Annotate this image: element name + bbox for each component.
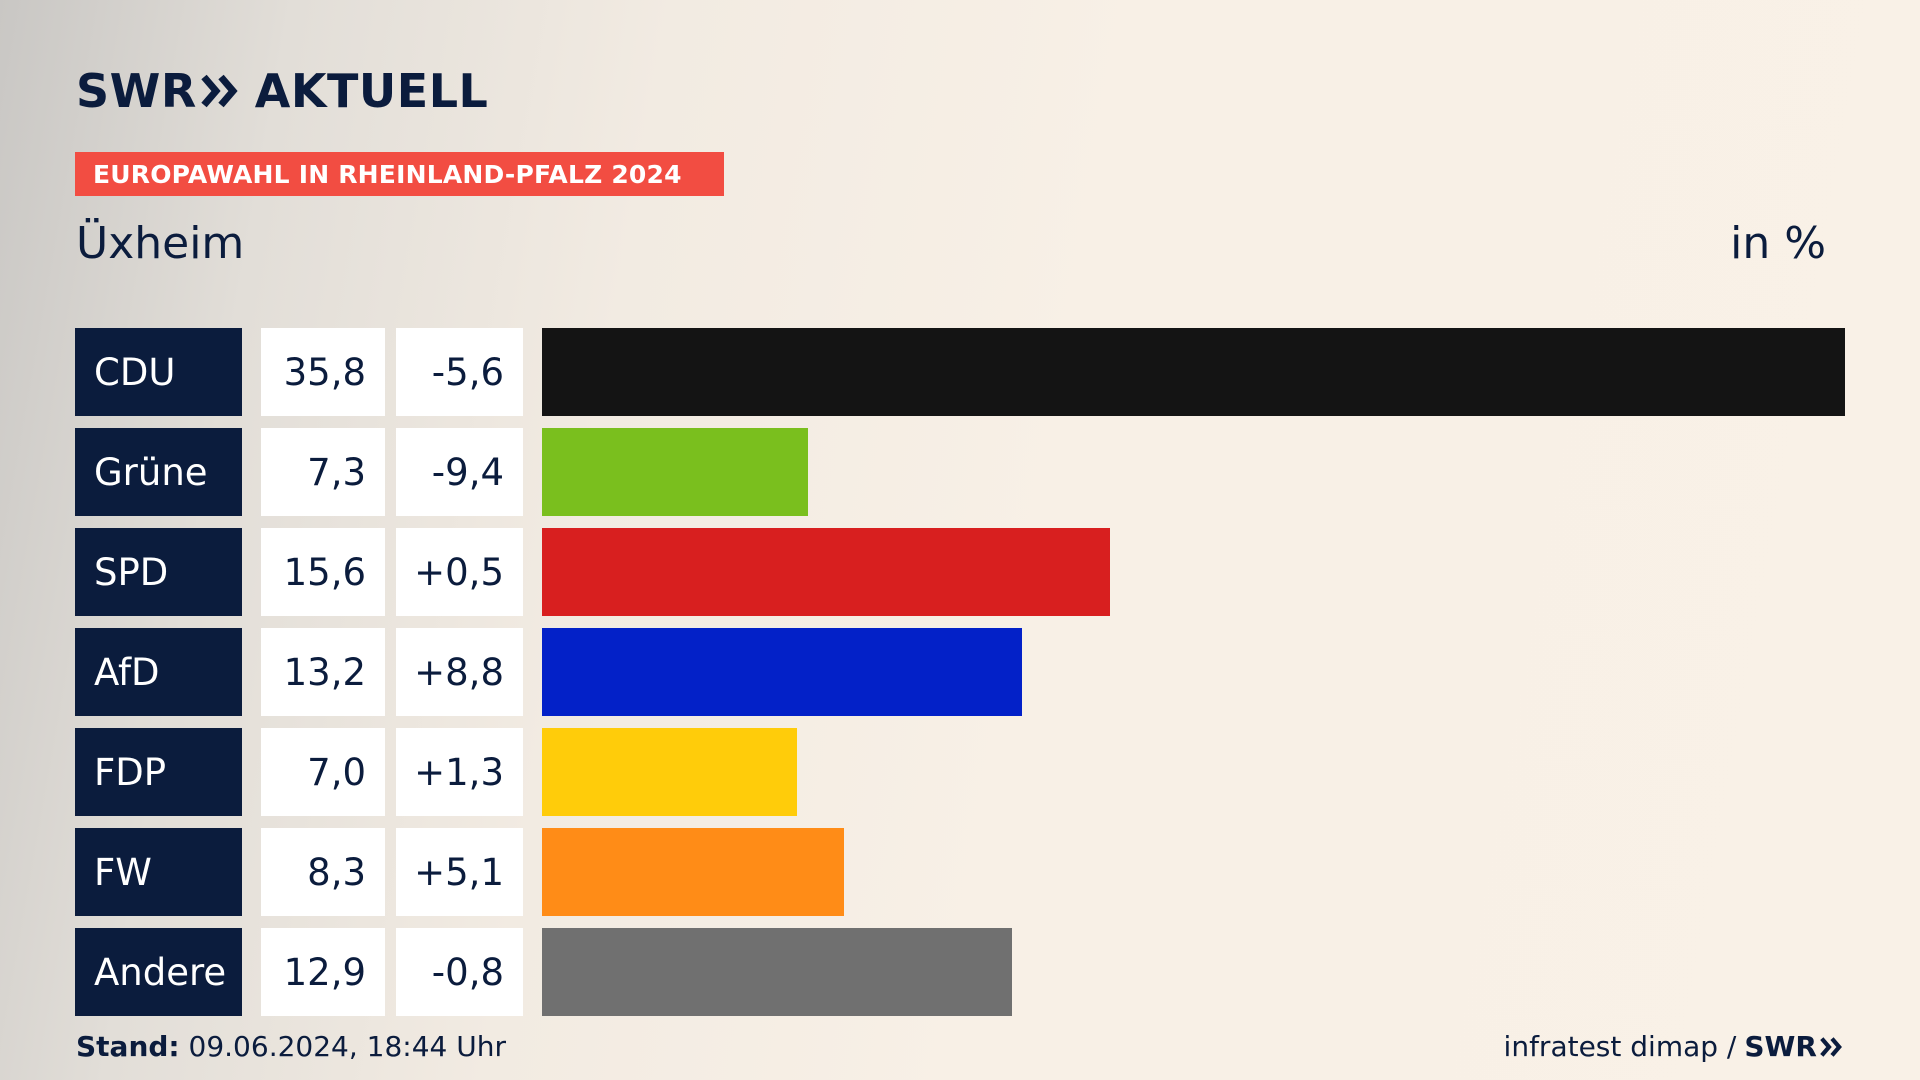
source-credit: infratest dimap / SWR (1504, 1030, 1844, 1063)
party-label: FW (75, 828, 242, 916)
bar-fdp (542, 728, 797, 816)
vote-share-label: 7,3 (261, 428, 385, 516)
vote-share-label: 7,0 (261, 728, 385, 816)
bar-afd (542, 628, 1022, 716)
brand-aktuell: AKTUELL (254, 64, 489, 118)
change-label: +0,5 (396, 528, 523, 616)
party-label: Grüne (75, 428, 242, 516)
source-brand: SWR (1744, 1030, 1844, 1063)
party-label: Andere (75, 928, 242, 1016)
vote-share-label: 13,2 (261, 628, 385, 716)
bar-cdu (542, 328, 1845, 416)
change-label: +8,8 (396, 628, 523, 716)
bar-grüne (542, 428, 808, 516)
vote-share-label: 15,6 (261, 528, 385, 616)
bar-andere (542, 928, 1012, 1016)
stand-value: 09.06.2024, 18:44 Uhr (188, 1030, 506, 1063)
source-text: infratest dimap / (1503, 1030, 1737, 1063)
place-title: Üxheim (76, 218, 245, 269)
double-chevron-icon (201, 73, 241, 109)
party-label: CDU (75, 328, 242, 416)
swr-aktuell-logo: SWR AKTUELL (76, 62, 488, 120)
bar-spd (542, 528, 1110, 616)
unit-label: in % (1730, 218, 1826, 269)
bar-fw (542, 828, 844, 916)
source-brand-text: SWR (1744, 1030, 1817, 1063)
change-label: -5,6 (396, 328, 523, 416)
party-label: AfD (75, 628, 242, 716)
vote-share-label: 8,3 (261, 828, 385, 916)
party-label: FDP (75, 728, 242, 816)
double-chevron-icon (1820, 1036, 1842, 1057)
brand-swr: SWR (76, 64, 197, 118)
change-label: -9,4 (396, 428, 523, 516)
election-banner: EUROPAWAHL IN RHEINLAND-PFALZ 2024 (75, 152, 724, 196)
change-label: +1,3 (396, 728, 523, 816)
timestamp: Stand: 09.06.2024, 18:44 Uhr (76, 1030, 506, 1063)
party-label: SPD (75, 528, 242, 616)
stand-label: Stand: (76, 1030, 180, 1063)
vote-share-label: 12,9 (261, 928, 385, 1016)
change-label: +5,1 (396, 828, 523, 916)
change-label: -0,8 (396, 928, 523, 1016)
vote-share-label: 35,8 (261, 328, 385, 416)
